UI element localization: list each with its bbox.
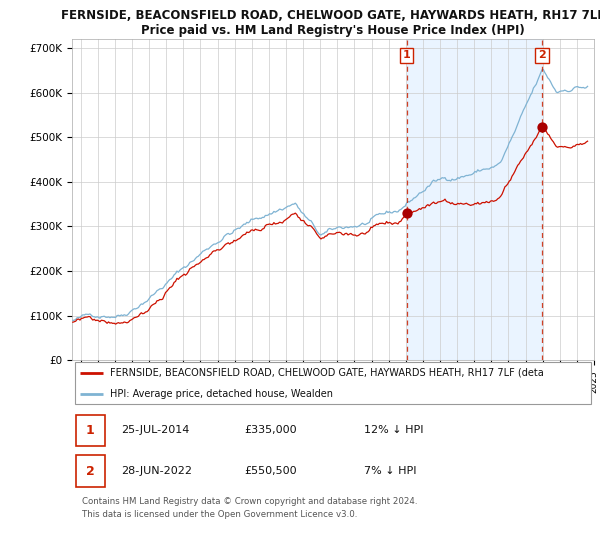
- Text: 2: 2: [86, 465, 95, 478]
- FancyBboxPatch shape: [76, 415, 105, 446]
- Title: FERNSIDE, BEACONSFIELD ROAD, CHELWOOD GATE, HAYWARDS HEATH, RH17 7LF
Price paid : FERNSIDE, BEACONSFIELD ROAD, CHELWOOD GA…: [61, 8, 600, 36]
- Point: [537, 123, 547, 132]
- Text: Contains HM Land Registry data © Crown copyright and database right 2024.
This d: Contains HM Land Registry data © Crown c…: [82, 497, 418, 519]
- Text: 2: 2: [538, 50, 546, 60]
- Bar: [407, 39, 542, 360]
- Text: 1: 1: [403, 50, 410, 60]
- Text: £550,500: £550,500: [244, 466, 297, 476]
- Text: 1: 1: [86, 424, 95, 437]
- FancyBboxPatch shape: [74, 362, 592, 404]
- Text: 28-JUN-2022: 28-JUN-2022: [122, 466, 193, 476]
- FancyBboxPatch shape: [76, 455, 105, 487]
- Text: 7% ↓ HPI: 7% ↓ HPI: [364, 466, 417, 476]
- Point: [402, 208, 412, 217]
- Text: £335,000: £335,000: [244, 426, 297, 435]
- Text: 12% ↓ HPI: 12% ↓ HPI: [364, 426, 424, 435]
- Text: 25-JUL-2014: 25-JUL-2014: [122, 426, 190, 435]
- Text: HPI: Average price, detached house, Wealden: HPI: Average price, detached house, Weal…: [110, 389, 332, 399]
- Text: FERNSIDE, BEACONSFIELD ROAD, CHELWOOD GATE, HAYWARDS HEATH, RH17 7LF (deta: FERNSIDE, BEACONSFIELD ROAD, CHELWOOD GA…: [110, 367, 544, 377]
